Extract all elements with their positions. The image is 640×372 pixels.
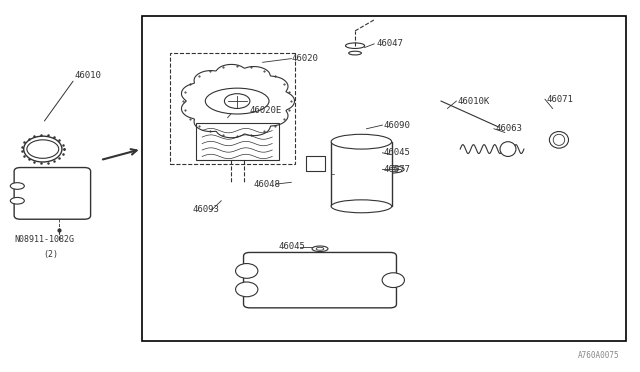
Ellipse shape <box>10 183 24 189</box>
Circle shape <box>27 140 59 158</box>
Ellipse shape <box>346 43 365 48</box>
Bar <box>170 53 294 164</box>
FancyBboxPatch shape <box>14 167 91 219</box>
Ellipse shape <box>382 273 404 288</box>
Text: 46093: 46093 <box>193 205 220 215</box>
Bar <box>306 157 324 171</box>
Circle shape <box>225 94 250 109</box>
Bar <box>331 142 392 206</box>
FancyBboxPatch shape <box>244 253 396 308</box>
Bar <box>196 123 278 160</box>
Text: 46048: 46048 <box>253 180 280 189</box>
Bar <box>141 16 626 341</box>
Text: 46090: 46090 <box>384 121 411 129</box>
Ellipse shape <box>236 263 258 278</box>
Ellipse shape <box>10 198 24 204</box>
Ellipse shape <box>500 142 516 157</box>
Text: 46010: 46010 <box>75 71 102 80</box>
Text: 46071: 46071 <box>546 95 573 104</box>
Text: 46063: 46063 <box>495 124 522 133</box>
Ellipse shape <box>376 153 385 156</box>
Ellipse shape <box>331 200 392 213</box>
Text: 46020E: 46020E <box>250 106 282 115</box>
Ellipse shape <box>331 134 392 149</box>
Text: 46077: 46077 <box>384 165 411 174</box>
Ellipse shape <box>24 136 62 162</box>
Text: A760A0075: A760A0075 <box>578 350 620 359</box>
Ellipse shape <box>236 282 258 297</box>
Ellipse shape <box>379 166 404 173</box>
Ellipse shape <box>312 246 328 251</box>
Ellipse shape <box>316 247 324 250</box>
Text: 46047: 46047 <box>376 39 403 48</box>
Text: 46045: 46045 <box>384 148 411 157</box>
Text: 46010K: 46010K <box>457 97 489 106</box>
Ellipse shape <box>205 88 269 114</box>
Ellipse shape <box>371 152 390 157</box>
Ellipse shape <box>385 167 398 171</box>
Ellipse shape <box>553 134 564 145</box>
Text: 46020: 46020 <box>291 54 318 63</box>
Ellipse shape <box>349 51 362 55</box>
Text: 46045: 46045 <box>278 243 305 251</box>
Text: (2): (2) <box>43 250 58 259</box>
Text: N08911-1082G: N08911-1082G <box>14 235 74 244</box>
Ellipse shape <box>549 132 568 148</box>
